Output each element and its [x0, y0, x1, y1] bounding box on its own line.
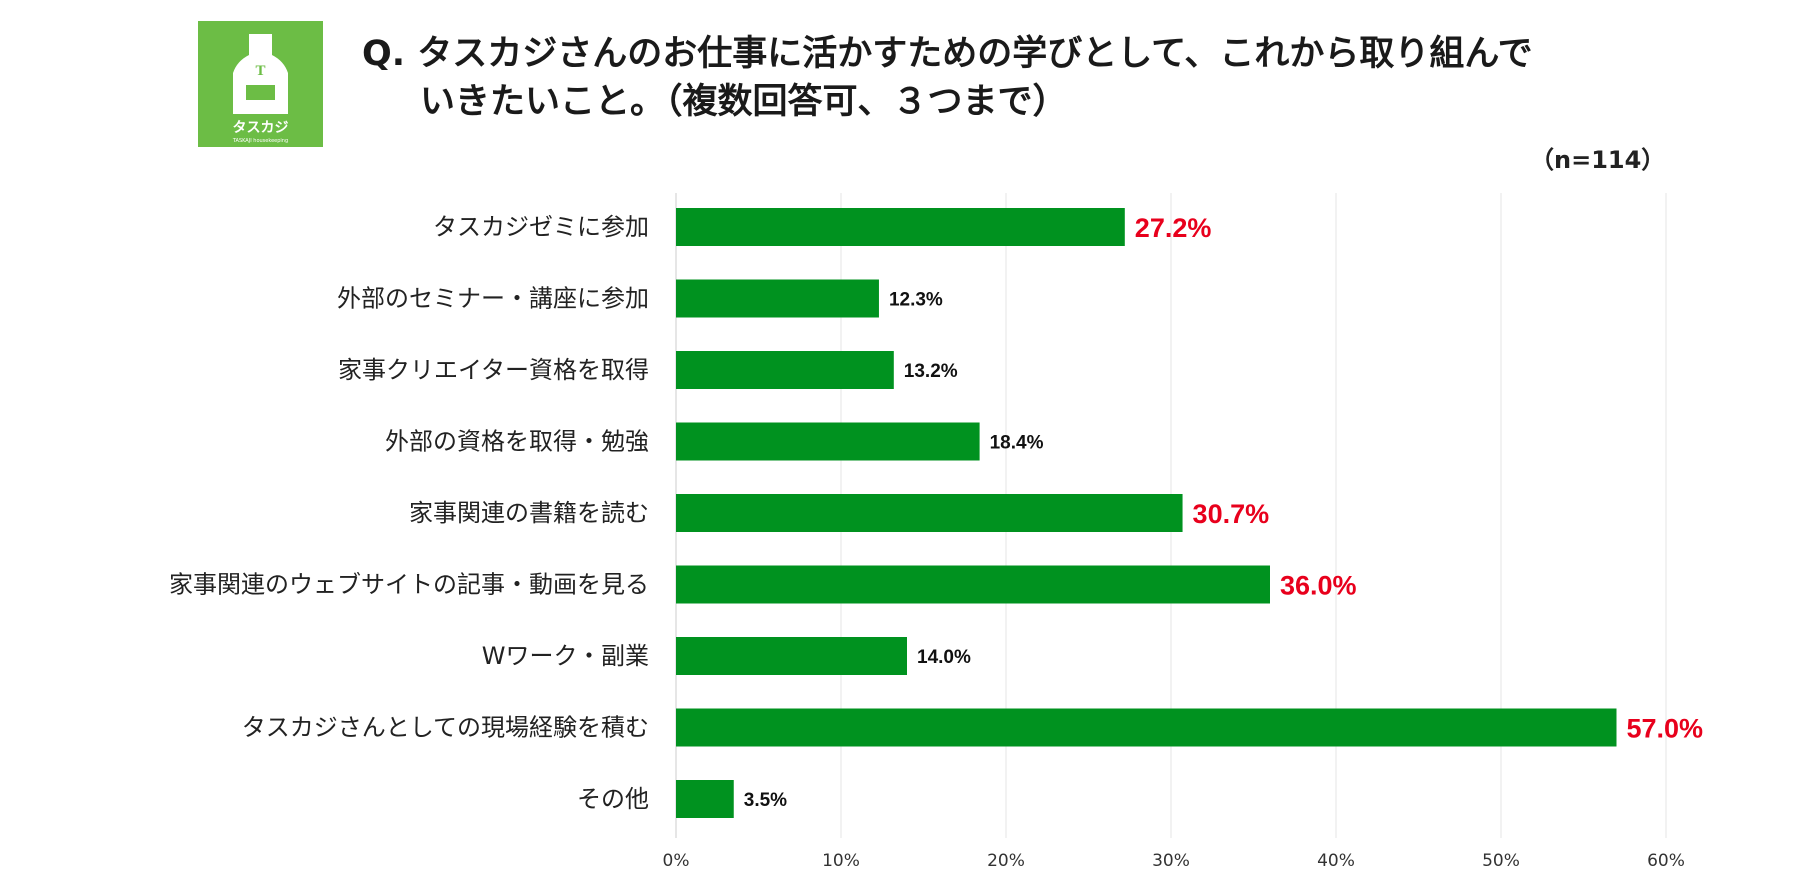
category-label: その他 — [577, 785, 649, 813]
category-label: 家事関連の書籍を読む — [409, 499, 649, 527]
logo-text: タスカジ — [233, 120, 289, 136]
x-tick-label: 50% — [1482, 851, 1520, 871]
data-label: 3.5% — [744, 790, 787, 811]
x-tick-label: 0% — [663, 851, 690, 871]
sample-size: （n=114） — [1530, 146, 1666, 174]
data-label: 18.4% — [990, 433, 1044, 454]
brand-logo: T タスカジ TASKAJI housekeeping — [198, 21, 323, 147]
page-title: Q. タスカジさんのお仕事に活かすための学びとして、これから取り組んで いきたい… — [362, 30, 1692, 126]
title-line-1: Q. タスカジさんのお仕事に活かすための学びとして、これから取り組んで — [362, 34, 1533, 74]
bar — [676, 279, 879, 318]
data-label: 27.2% — [1135, 213, 1212, 243]
category-label: 外部のセミナー・講座に参加 — [337, 285, 649, 313]
category-label: タスカジさんとしての現場経験を積む — [242, 714, 649, 742]
x-tick-label: 30% — [1152, 851, 1190, 871]
x-tick-label: 20% — [987, 851, 1025, 871]
bar — [676, 637, 907, 675]
category-label: タスカジゼミに参加 — [433, 213, 649, 241]
logo-letter: T — [255, 63, 265, 79]
bar — [676, 422, 980, 461]
bar — [676, 208, 1125, 246]
data-label: 57.0% — [1627, 714, 1704, 744]
bar — [676, 708, 1617, 747]
data-label: 13.2% — [904, 361, 958, 382]
category-label: Wワーク・副業 — [482, 642, 649, 670]
apron-pocket — [246, 85, 275, 100]
data-label: 36.0% — [1280, 571, 1357, 601]
bar — [676, 780, 734, 818]
category-label: 外部の資格を取得・勉強 — [385, 428, 649, 456]
bar — [676, 494, 1183, 532]
x-tick-label: 40% — [1317, 851, 1355, 871]
logo-subtext: TASKAJI housekeeping — [232, 138, 288, 144]
bar — [676, 351, 894, 389]
data-label: 14.0% — [917, 647, 971, 668]
data-label: 30.7% — [1193, 499, 1270, 529]
x-tick-label: 10% — [822, 851, 860, 871]
data-label: 12.3% — [889, 290, 943, 311]
bar — [676, 565, 1270, 604]
category-label: 家事クリエイター資格を取得 — [338, 356, 649, 384]
x-tick-label: 60% — [1647, 851, 1685, 871]
title-line-2: いきたいこと。（複数回答可、３つまで） — [420, 82, 1068, 122]
category-label: 家事関連のウェブサイトの記事・動画を見る — [169, 571, 649, 599]
